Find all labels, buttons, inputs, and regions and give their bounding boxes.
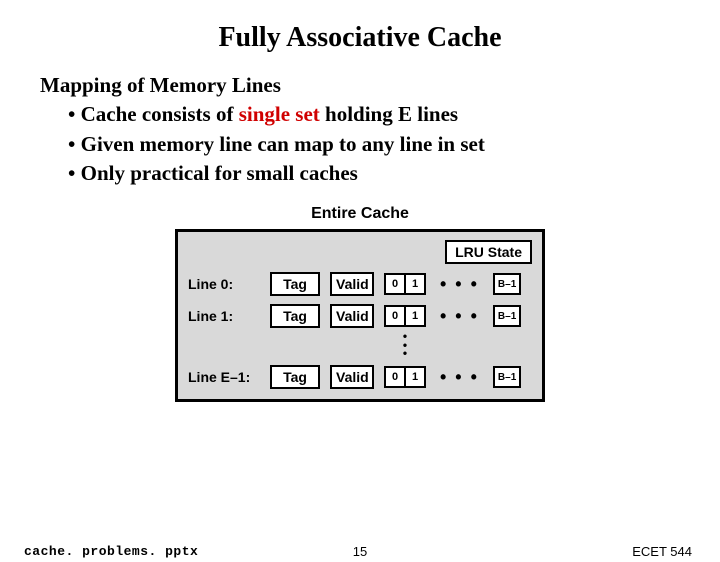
byte-cell: 1 [404, 273, 426, 295]
valid-box: Valid [330, 365, 374, 389]
bullet-item: • Cache consists of single set holding E… [68, 101, 720, 128]
footer-course: ECET 544 [632, 544, 692, 559]
tag-box: Tag [270, 365, 320, 389]
cache-line-row: Line 0: Tag Valid 0 1 • • • B–1 [188, 272, 532, 296]
bullet-emphasis: single set [239, 102, 320, 126]
byte-cells: 0 1 [384, 366, 426, 388]
lru-state-box: LRU State [445, 240, 532, 264]
byte-cell: 0 [384, 305, 406, 327]
line-label: Line 1: [188, 308, 260, 324]
bullet-text: holding E lines [320, 102, 458, 126]
ellipsis-icon: • • • [436, 368, 483, 386]
slide-title: Fully Associative Cache [0, 22, 720, 54]
byte-cell: 0 [384, 366, 406, 388]
bullet-item: • Given memory line can map to any line … [68, 131, 720, 158]
lru-row: LRU State [188, 240, 532, 264]
valid-box: Valid [330, 304, 374, 328]
bullet-text: Only practical for small caches [81, 161, 358, 185]
line-label: Line E–1: [188, 369, 260, 385]
line-label: Line 0: [188, 276, 260, 292]
byte-cells: 0 1 [384, 273, 426, 295]
footer-filename: cache. problems. pptx [24, 544, 198, 559]
bullet-list: • Cache consists of single set holding E… [68, 101, 720, 187]
bullet-text: Given memory line can map to any line in… [81, 132, 485, 156]
cache-label: Entire Cache [0, 205, 720, 223]
byte-cell: 1 [404, 366, 426, 388]
content-block: Mapping of Memory Lines • Cache consists… [40, 72, 720, 187]
byte-cell-last: B–1 [493, 366, 521, 388]
byte-cells: 0 1 [384, 305, 426, 327]
valid-box: Valid [330, 272, 374, 296]
cache-diagram: LRU State Line 0: Tag Valid 0 1 • • • B–… [175, 229, 545, 402]
byte-cell-last: B–1 [493, 305, 521, 327]
tag-box: Tag [270, 304, 320, 328]
byte-cell-last: B–1 [493, 273, 521, 295]
ellipsis-icon: • • • [436, 275, 483, 293]
footer-page-number: 15 [353, 544, 367, 559]
tag-box: Tag [270, 272, 320, 296]
bullet-item: • Only practical for small caches [68, 160, 720, 187]
cache-line-row: Line 1: Tag Valid 0 1 • • • B–1 [188, 304, 532, 328]
bullet-text: Cache consists of [81, 102, 239, 126]
cache-line-row: Line E–1: Tag Valid 0 1 • • • B–1 [188, 365, 532, 389]
byte-cell: 1 [404, 305, 426, 327]
byte-cell: 0 [384, 273, 406, 295]
ellipsis-icon: • • • [436, 307, 483, 325]
subheading: Mapping of Memory Lines [40, 72, 720, 99]
vertical-ellipsis-icon: ••• [278, 332, 532, 357]
